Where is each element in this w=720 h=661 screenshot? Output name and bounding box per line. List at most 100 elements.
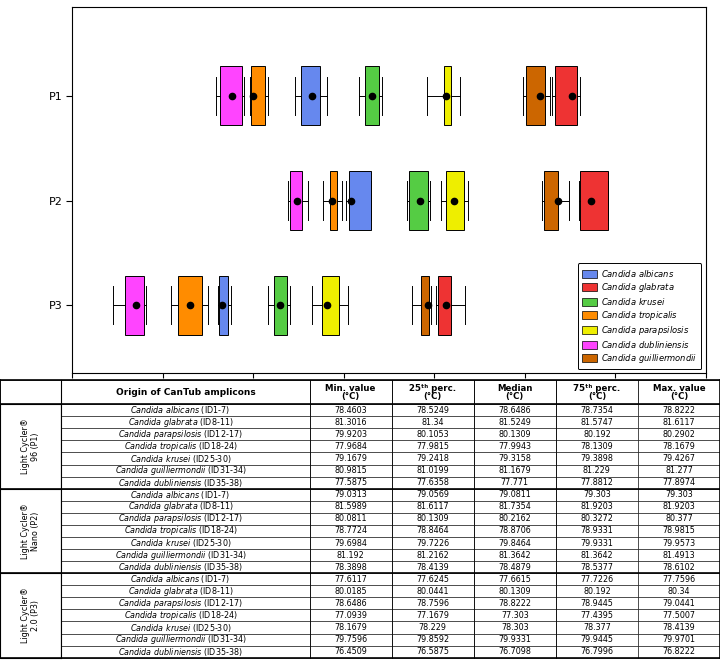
Text: $\it{Candida\ tropicalis}$ (ID18-24): $\it{Candida\ tropicalis}$ (ID18-24) (124, 609, 238, 622)
Text: $\it{Candida\ glabrata}$ (ID8-11): $\it{Candida\ glabrata}$ (ID8-11) (127, 500, 233, 514)
Bar (556, 609, 638, 621)
Bar (444, 66, 451, 125)
Text: 79.9573: 79.9573 (662, 539, 696, 547)
Bar (348, 171, 371, 230)
Text: $\it{Candida\ dubliniensis}$ (ID35-38): $\it{Candida\ dubliniensis}$ (ID35-38) (118, 561, 243, 573)
Bar (310, 573, 392, 585)
Text: Light Cycler®
Nano (P2): Light Cycler® Nano (P2) (21, 503, 40, 559)
Text: 81.5747: 81.5747 (580, 418, 613, 427)
Bar (310, 501, 392, 513)
Bar (61, 513, 310, 525)
Text: 78.4603: 78.4603 (334, 406, 367, 414)
Bar (61, 405, 310, 416)
Text: 78.8464: 78.8464 (416, 526, 449, 535)
Bar (392, 621, 474, 633)
Bar (61, 609, 310, 621)
Text: 79.7226: 79.7226 (416, 539, 449, 547)
Text: 80.192: 80.192 (583, 587, 611, 596)
Bar (310, 585, 392, 598)
Text: 78.5249: 78.5249 (416, 406, 449, 414)
Text: $\it{Candida\ krusei}$ (ID25-30): $\it{Candida\ krusei}$ (ID25-30) (130, 621, 231, 633)
Text: 78.5377: 78.5377 (580, 563, 613, 572)
Text: 77.771: 77.771 (501, 478, 528, 487)
Text: Median: Median (497, 384, 533, 393)
Bar (61, 561, 310, 573)
Bar (638, 561, 720, 573)
Text: 78.377: 78.377 (583, 623, 611, 632)
Text: 80.3272: 80.3272 (580, 514, 613, 524)
Text: Origin of CanTub amplicons: Origin of CanTub amplicons (115, 387, 256, 397)
Bar (474, 598, 556, 609)
Bar (310, 633, 392, 646)
Text: 77.1679: 77.1679 (416, 611, 449, 620)
Text: 77.6615: 77.6615 (498, 574, 531, 584)
Text: 80.0185: 80.0185 (334, 587, 367, 596)
Bar (392, 465, 474, 477)
Bar (474, 465, 556, 477)
Bar (310, 646, 392, 658)
Bar (392, 537, 474, 549)
Bar (310, 440, 392, 453)
Bar (556, 525, 638, 537)
Bar (392, 573, 474, 585)
Text: $\it{Candida\ dubliniensis}$ (ID35-38): $\it{Candida\ dubliniensis}$ (ID35-38) (118, 646, 243, 658)
Text: 77.6117: 77.6117 (334, 574, 367, 584)
Bar (310, 561, 392, 573)
Bar (474, 405, 556, 416)
Text: $\it{Candida\ parapsilosis}$ (ID12-17): $\it{Candida\ parapsilosis}$ (ID12-17) (118, 428, 243, 441)
Bar (556, 477, 638, 488)
Text: $\it{Candida\ parapsilosis}$ (ID12-17): $\it{Candida\ parapsilosis}$ (ID12-17) (118, 512, 243, 525)
Text: 81.229: 81.229 (583, 466, 611, 475)
Text: 79.9203: 79.9203 (334, 430, 367, 439)
Text: 75ᵗʰ perc.: 75ᵗʰ perc. (573, 384, 621, 393)
Text: 77.8974: 77.8974 (662, 478, 696, 487)
Text: 25ᵗʰ perc.: 25ᵗʰ perc. (409, 384, 456, 393)
Bar (638, 621, 720, 633)
Bar (556, 513, 638, 525)
Text: $\it{Candida\ guilliermondii}$ (ID31-34): $\it{Candida\ guilliermondii}$ (ID31-34) (114, 549, 246, 562)
Text: 78.9445: 78.9445 (580, 599, 613, 608)
Text: 81.7354: 81.7354 (498, 502, 531, 512)
Bar (474, 416, 556, 428)
Bar (638, 573, 720, 585)
Bar (474, 513, 556, 525)
Bar (0, 405, 61, 488)
Text: 79.3158: 79.3158 (498, 454, 531, 463)
Bar (638, 501, 720, 513)
Text: 78.229: 78.229 (419, 623, 446, 632)
Text: 78.1679: 78.1679 (662, 442, 696, 451)
Bar (474, 609, 556, 621)
Bar (556, 501, 638, 513)
Text: $\it{Candida\ tropicalis}$ (ID18-24): $\it{Candida\ tropicalis}$ (ID18-24) (124, 440, 238, 453)
Bar (556, 573, 638, 585)
Text: 78.4139: 78.4139 (662, 623, 696, 632)
Bar (61, 621, 310, 633)
Bar (638, 646, 720, 658)
Text: 78.9331: 78.9331 (580, 526, 613, 535)
Text: 77.5875: 77.5875 (334, 478, 367, 487)
Bar (300, 66, 320, 125)
Bar (310, 465, 392, 477)
Text: 79.9331: 79.9331 (498, 635, 531, 644)
Bar (310, 416, 392, 428)
Text: 76.7098: 76.7098 (498, 647, 531, 656)
Text: 78.9815: 78.9815 (662, 526, 696, 535)
Bar (556, 428, 638, 440)
Text: (°C): (°C) (341, 392, 360, 401)
Text: $\it{Candida\ albicans}$ (ID1-7): $\it{Candida\ albicans}$ (ID1-7) (130, 488, 230, 501)
Text: 77.7596: 77.7596 (662, 574, 696, 584)
Bar (61, 525, 310, 537)
Text: 80.192: 80.192 (583, 430, 611, 439)
Bar (474, 585, 556, 598)
Text: 80.1309: 80.1309 (498, 430, 531, 439)
Text: $\it{Candida\ guilliermondii}$ (ID31-34): $\it{Candida\ guilliermondii}$ (ID31-34) (114, 464, 246, 477)
Legend: $\it{Candida\ albicans}$, $\it{Candida\ glabrata}$, $\it{Candida\ krusei}$, $\it: $\it{Candida\ albicans}$, $\it{Candida\ … (577, 264, 701, 369)
Text: 77.9815: 77.9815 (416, 442, 449, 451)
Text: 81.3642: 81.3642 (498, 551, 531, 560)
Bar (0, 380, 61, 405)
Text: $\it{Candida\ glabrata}$ (ID8-11): $\it{Candida\ glabrata}$ (ID8-11) (127, 585, 233, 598)
Bar (638, 549, 720, 561)
Text: 81.192: 81.192 (337, 551, 364, 560)
Bar (310, 609, 392, 621)
Bar (638, 453, 720, 465)
